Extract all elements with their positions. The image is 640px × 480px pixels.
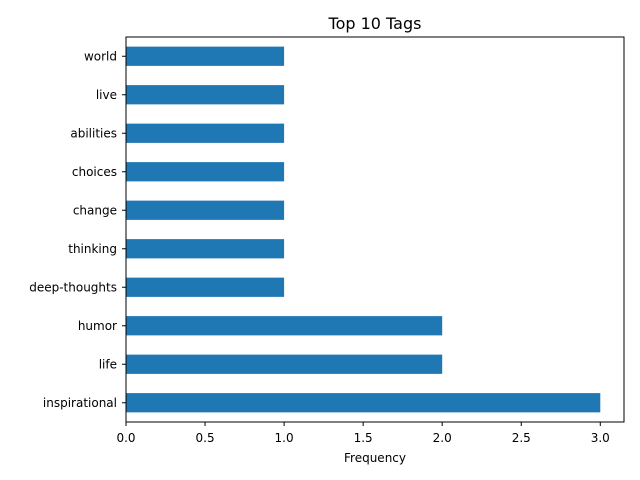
x-tick-label: 3.0 [591, 431, 610, 445]
x-tick-label: 1.5 [354, 431, 373, 445]
x-axis-label: Frequency [344, 451, 406, 465]
bar-abilities [126, 123, 285, 143]
bar-humor [126, 316, 443, 336]
y-tick-label: humor [78, 319, 117, 333]
bar-choices [126, 162, 285, 182]
plot-frame [125, 36, 625, 423]
y-tick-label: live [96, 88, 117, 102]
bars-group [126, 46, 601, 413]
y-tick-label: change [73, 203, 117, 217]
x-axis-ticks: 0.0 0.5 1.0 1.5 2.0 2.5 3.0 [116, 422, 610, 445]
bar-change [126, 200, 285, 220]
x-tick-label: 0.5 [196, 431, 215, 445]
x-tick-label: 2.5 [512, 431, 531, 445]
y-tick-label: deep-thoughts [29, 280, 117, 294]
bar-deep-thoughts [126, 277, 285, 297]
x-tick-label: 1.0 [275, 431, 294, 445]
bar-world [126, 46, 285, 66]
y-tick-label: thinking [68, 242, 117, 256]
x-tick-label: 2.0 [433, 431, 452, 445]
y-tick-label: abilities [70, 126, 117, 140]
x-tick-label: 0.0 [116, 431, 135, 445]
y-tick-label: world [84, 49, 117, 63]
y-tick-label: life [99, 357, 117, 371]
y-tick-label: choices [72, 165, 117, 179]
bar-life [126, 354, 443, 374]
y-tick-label: inspirational [43, 396, 117, 410]
chart-title: Top 10 Tags [328, 14, 422, 33]
bar-inspirational [126, 393, 601, 413]
bar-live [126, 85, 285, 105]
y-axis-ticks: inspirational life humor deep-thoughts think… [29, 49, 126, 410]
bar-thinking [126, 239, 285, 259]
